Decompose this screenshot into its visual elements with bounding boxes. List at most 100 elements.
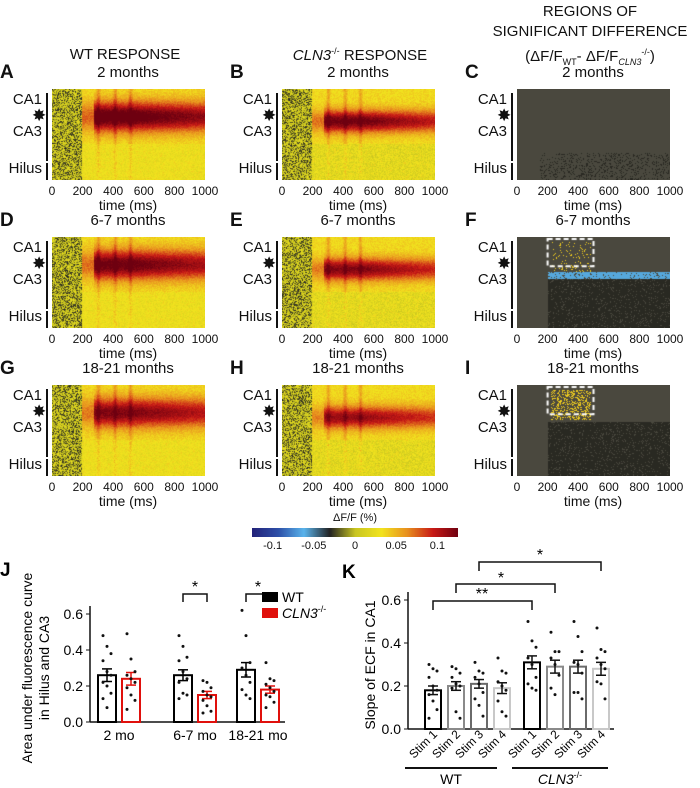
header-line1: REGIONS OF: [542, 3, 638, 20]
region-bracket: [46, 93, 48, 129]
data-point: [458, 671, 462, 675]
time-tick: 0: [48, 480, 56, 494]
region-label: Hilus: [473, 456, 507, 473]
data-point: [268, 686, 272, 690]
stimulation-star-icon: ✸: [497, 106, 512, 125]
data-point: [427, 663, 431, 666]
t: (ΔF/F: [525, 48, 563, 65]
bar: [424, 689, 442, 730]
legend-label: WT: [282, 589, 304, 605]
data-point: [272, 700, 276, 704]
significance-bracket: [455, 583, 556, 593]
data-point: [603, 650, 607, 654]
data-point: [454, 710, 458, 714]
time-tick: 600: [133, 332, 154, 346]
data-point: [553, 663, 557, 666]
time-tick: 0: [278, 184, 286, 198]
region-label: Hilus: [473, 160, 507, 177]
data-point: [177, 659, 181, 663]
data-point: [576, 635, 580, 639]
data-point: [534, 675, 538, 679]
data-point: [572, 620, 576, 623]
data-point: [125, 686, 129, 690]
significance-label: *: [537, 547, 543, 564]
colorbar-label: ΔF/F (%): [332, 512, 377, 524]
data-point: [580, 697, 584, 701]
heatmap: [52, 89, 205, 180]
data-point: [599, 682, 603, 686]
data-point: [185, 655, 189, 659]
data-point: [181, 644, 185, 648]
data-point: [181, 691, 185, 695]
data-point: [504, 714, 508, 718]
data-point: [133, 698, 137, 702]
data-point: [129, 693, 133, 697]
region-bracket: [511, 241, 513, 277]
time-tick: 600: [363, 184, 384, 198]
data-point: [500, 684, 504, 688]
header-rest: RESPONSE: [339, 47, 428, 64]
time-tick: 0: [48, 184, 56, 198]
data-point: [599, 663, 603, 666]
data-point: [458, 684, 462, 688]
data-point: [504, 671, 508, 675]
genotype-sup: -/-: [331, 46, 340, 56]
panel-label: A: [0, 62, 14, 83]
time-axis-label: time (ms): [98, 345, 158, 361]
bar: [592, 667, 610, 730]
region-label: CA1: [242, 239, 272, 256]
time-axis-label: time (ms): [98, 197, 158, 213]
time-tick: 800: [164, 332, 185, 346]
column-header-diff: REGIONS OF SIGNIFICANT DIFFERENCE (ΔF/FW…: [480, 2, 700, 72]
data-point: [185, 693, 189, 697]
colorbar-tick: 0: [351, 540, 359, 552]
region-bracket: [511, 129, 513, 161]
colorbar-tick: -0.05: [301, 540, 327, 552]
data-point: [496, 656, 500, 660]
data-point: [264, 706, 268, 710]
data-point: [454, 682, 458, 686]
region-bracket: [46, 425, 48, 457]
region-bracket: [276, 459, 278, 476]
region-label: Hilus: [238, 308, 272, 325]
region-label: CA1: [12, 91, 42, 108]
panel-label: E: [230, 210, 243, 231]
data-point: [105, 706, 109, 710]
data-point: [248, 697, 252, 701]
data-point: [427, 675, 431, 679]
data-point: [580, 671, 584, 675]
data-point: [458, 716, 462, 720]
data-point: [473, 675, 477, 679]
data-point: [431, 699, 435, 703]
time-tick: 0: [48, 332, 56, 346]
data-point: [576, 690, 580, 694]
data-point: [557, 673, 561, 677]
significance-bracket: [478, 561, 602, 571]
data-point: [496, 699, 500, 703]
panel-label: H: [230, 358, 244, 379]
data-point: [534, 688, 538, 692]
bar: [546, 665, 564, 731]
stimulation-star-icon: ✸: [32, 402, 47, 421]
panel-title: 18-21 months: [82, 360, 174, 377]
panel-label: B: [230, 62, 244, 83]
data-point: [549, 686, 553, 690]
region-bracket: [46, 163, 48, 180]
stimulation-star-icon: ✸: [32, 254, 47, 273]
panel-title: 2 months: [97, 64, 159, 81]
data-point: [240, 666, 244, 670]
time-tick: 800: [629, 480, 650, 494]
data-point: [595, 680, 599, 684]
y-tick-label: 0.6: [64, 606, 84, 622]
heatmap: [517, 385, 670, 476]
stimulation-star-icon: ✸: [262, 106, 277, 125]
time-tick: 1000: [656, 480, 684, 494]
header-line3: (ΔF/FWT- ΔF/FCLN3-/-): [480, 42, 700, 72]
heatmap: [517, 237, 670, 328]
data-point: [105, 684, 109, 688]
data-point: [244, 673, 248, 677]
time-tick: 600: [363, 480, 384, 494]
bar: [447, 685, 465, 730]
region-label: CA3: [242, 271, 272, 288]
